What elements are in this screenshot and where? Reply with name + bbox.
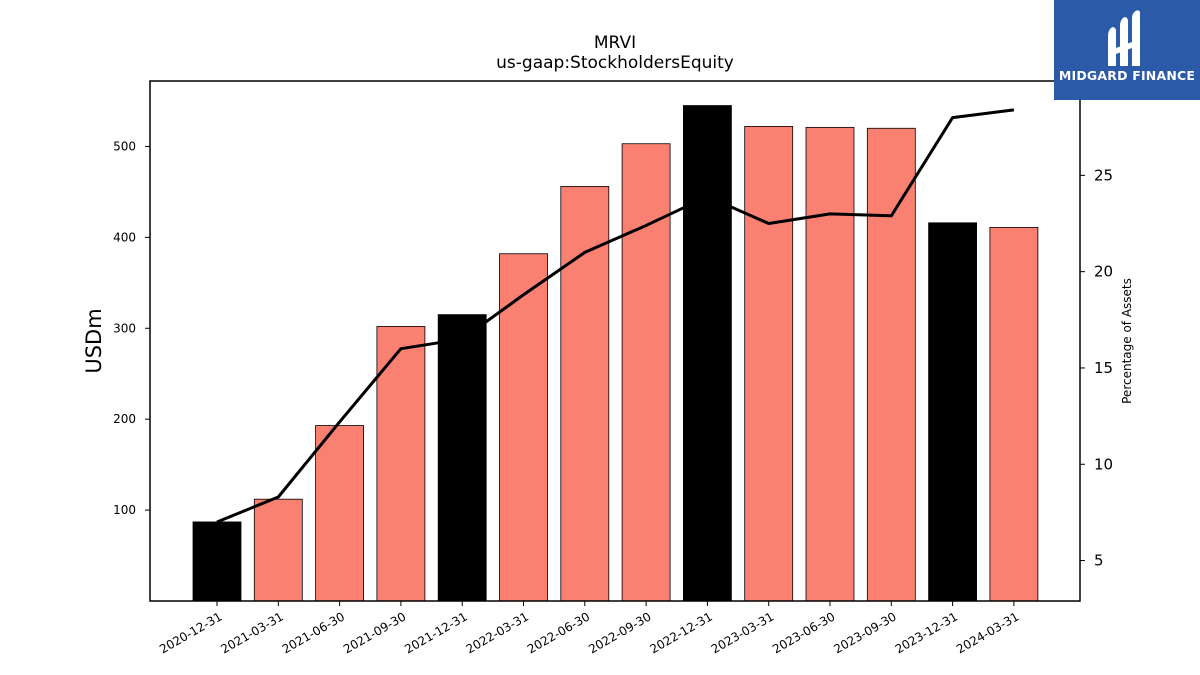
- bar-2023-06-30: [805, 126, 855, 602]
- x-tick-label: 2023-12-31: [893, 609, 960, 656]
- bar-2021-09-30: [376, 326, 426, 602]
- x-tick-label: 2023-03-31: [709, 609, 776, 656]
- x-tick-label: 2021-12-31: [402, 609, 469, 656]
- logo-text: MIDGARD FINANCE: [1058, 68, 1196, 83]
- y2-tick-label: 20: [1094, 263, 1113, 281]
- midgard-logo-icon: [1108, 10, 1140, 66]
- bar-2022-12-31: [683, 105, 732, 602]
- y2-axis-label: Percentage of Assets: [1120, 278, 1134, 404]
- line-group: [216, 108, 1015, 524]
- y2-tick-label: 15: [1094, 359, 1113, 377]
- y2-tick-label: 10: [1094, 455, 1113, 473]
- y-tick-label: 200: [113, 412, 136, 426]
- x-axis: 2020-12-312021-03-312021-06-302021-09-30…: [157, 601, 1021, 656]
- x-tick-label: 2021-09-30: [341, 609, 408, 656]
- x-tick-label: 2021-06-30: [280, 609, 347, 656]
- bar-2022-09-30: [621, 143, 671, 602]
- x-tick-label: 2022-09-30: [586, 609, 653, 656]
- plot-frame: [149, 80, 1081, 602]
- x-tick-label: 2024-03-31: [954, 609, 1021, 656]
- y2-tick-label: 5: [1094, 552, 1104, 570]
- y2-tick-label: 25: [1094, 166, 1113, 184]
- y-tick-label: 100: [113, 503, 136, 517]
- percentage-line: [216, 108, 1015, 524]
- x-tick-label: 2023-06-30: [770, 609, 837, 656]
- x-tick-label: 2022-12-31: [647, 609, 714, 656]
- y-tick-label: 400: [113, 230, 136, 244]
- chart-title: MRVI: [594, 33, 636, 53]
- y-tick-label: 500: [113, 139, 136, 153]
- bar-2023-09-30: [866, 127, 916, 602]
- bar-2021-03-31: [253, 498, 303, 602]
- bar-2022-03-31: [499, 253, 548, 602]
- bar-2023-12-31: [928, 222, 977, 602]
- x-tick-label: 2022-06-30: [525, 609, 592, 656]
- bar-group: [192, 105, 1039, 602]
- bar-2020-12-31: [192, 521, 242, 602]
- y-axis-right: 5 10 15 20 25: [1080, 166, 1113, 570]
- bar-2021-12-31: [437, 314, 487, 602]
- bar-2023-03-31: [744, 126, 794, 602]
- bar-2021-06-30: [315, 425, 365, 602]
- y-axis-label: USDm: [82, 308, 106, 373]
- y-tick-label: 300: [113, 321, 136, 335]
- midgard-finance-logo: MIDGARD FINANCE: [1054, 0, 1200, 100]
- x-tick-label: 2023-09-30: [831, 609, 898, 656]
- bar-2024-03-31: [989, 226, 1039, 602]
- x-tick-label: 2021-03-31: [218, 609, 285, 656]
- x-tick-label: 2022-03-31: [464, 609, 531, 656]
- chart-subtitle: us-gaap:StockholdersEquity: [496, 53, 734, 73]
- y-axis-left: 100 200 300 400 500: [113, 139, 150, 517]
- bar-2022-06-30: [560, 186, 610, 602]
- x-tick-label: 2020-12-31: [157, 609, 224, 656]
